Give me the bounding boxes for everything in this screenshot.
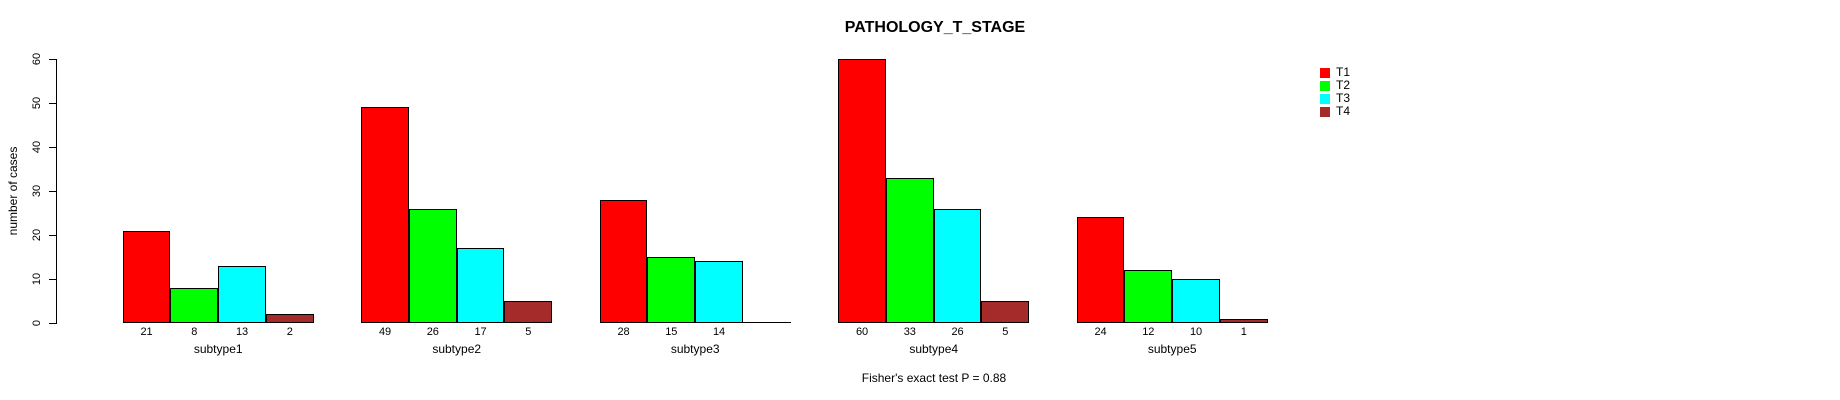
bar — [456, 248, 505, 323]
y-axis-label: number of cases — [6, 146, 20, 236]
bar — [122, 230, 171, 323]
legend-item: T3 — [1320, 92, 1350, 105]
bar — [504, 301, 553, 323]
bar — [408, 208, 457, 323]
bar-value-label: 26 — [951, 326, 964, 338]
bar — [265, 314, 314, 323]
y-tick — [49, 147, 56, 148]
chart-title: PATHOLOGY_T_STAGE — [844, 19, 1026, 36]
bar — [647, 257, 696, 323]
bar-value-label: 12 — [1142, 326, 1155, 338]
legend-label: T3 — [1336, 91, 1351, 105]
bar-value-label: 8 — [191, 326, 198, 338]
bar — [695, 261, 743, 323]
bar-value-label: 26 — [426, 326, 439, 338]
bar-value-label: 28 — [617, 326, 630, 338]
category-label: subtype2 — [432, 342, 482, 356]
category-label: subtype3 — [670, 342, 720, 356]
bar — [599, 199, 648, 323]
legend: T1 T2 T3 T4 — [1320, 66, 1350, 118]
legend-label: T1 — [1336, 65, 1351, 79]
bar — [742, 322, 791, 323]
legend-label: T4 — [1336, 104, 1351, 118]
bar — [981, 301, 1030, 323]
bar-value-label: 24 — [1094, 326, 1107, 338]
category-label: subtype4 — [909, 342, 959, 356]
legend-label: T2 — [1336, 78, 1351, 92]
bar-value-label: 17 — [474, 326, 487, 338]
fisher-test-annotation: Fisher's exact test P = 0.88 — [861, 371, 1007, 385]
bar-value-label: 1 — [1240, 326, 1247, 338]
category-label: subtype1 — [193, 342, 243, 356]
y-tick-label: 60 — [31, 52, 43, 66]
bar — [885, 177, 934, 323]
legend-swatch — [1320, 93, 1330, 104]
legend-swatch — [1320, 80, 1330, 91]
bar-value-label: 33 — [903, 326, 916, 338]
bar — [218, 265, 266, 323]
bar-value-label: 2 — [286, 326, 293, 338]
bar-value-label: 14 — [712, 326, 726, 338]
y-tick-label: 30 — [31, 184, 43, 198]
y-tick — [49, 191, 56, 192]
bar — [933, 208, 982, 323]
bar-value-label: 49 — [378, 326, 392, 338]
bar-value-label: 10 — [1189, 326, 1203, 338]
legend-swatch — [1320, 67, 1330, 78]
y-tick-label: 10 — [31, 272, 43, 286]
bar-value-label: 5 — [1002, 326, 1009, 338]
bar — [1172, 279, 1220, 323]
y-tick — [49, 59, 56, 60]
legend-item: T4 — [1320, 105, 1350, 118]
legend-swatch — [1320, 106, 1330, 117]
bar — [1124, 270, 1173, 323]
bar — [1219, 318, 1268, 323]
bar — [1076, 217, 1125, 323]
y-tick-label: 0 — [31, 319, 43, 327]
y-tick — [49, 279, 56, 280]
legend-item: T1 — [1320, 66, 1350, 79]
bar — [361, 107, 409, 323]
y-tick — [49, 103, 56, 104]
bar — [170, 287, 219, 323]
bar — [838, 59, 886, 323]
bar-value-label: 21 — [140, 326, 153, 338]
bar-value-label: 5 — [525, 326, 532, 338]
bar-value-label: 15 — [665, 326, 678, 338]
legend-item: T2 — [1320, 79, 1350, 92]
y-tick — [49, 323, 56, 324]
bar-value-label: 60 — [855, 326, 869, 338]
bar-value-label: 13 — [235, 326, 249, 338]
y-tick-label: 20 — [31, 228, 43, 242]
y-tick-label: 50 — [31, 96, 43, 110]
category-label: subtype5 — [1147, 342, 1197, 356]
y-axis-line — [56, 59, 57, 324]
y-tick — [49, 235, 56, 236]
y-tick-label: 40 — [31, 140, 43, 154]
